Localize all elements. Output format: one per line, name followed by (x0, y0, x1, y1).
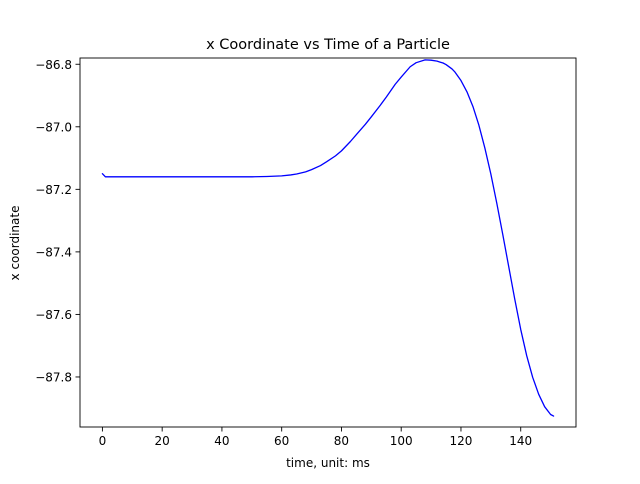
x-tick-label: 100 (390, 434, 413, 448)
y-tick-label: −87.4 (35, 245, 72, 259)
axes-frame (79, 57, 577, 428)
x-tick-label: 60 (274, 434, 289, 448)
x-axis-ticks: 0 20 40 60 80 100 120 140 (99, 427, 532, 448)
x-tick-label: 80 (334, 434, 349, 448)
x-tick-label: 140 (509, 434, 532, 448)
series-lines (101, 59, 555, 417)
y-tick-label: −87.2 (35, 183, 72, 197)
y-tick-label: −87.0 (35, 120, 72, 134)
y-axis-ticks: −86.8 −87.0 −87.2 −87.4 −87.6 −87.8 (35, 58, 80, 384)
y-tick-label: −87.8 (35, 370, 72, 384)
y-tick-label: −87.6 (35, 308, 72, 322)
x-axis-label: time, unit: ms (286, 456, 370, 470)
x-tick-label: 0 (99, 434, 107, 448)
series-line-0 (101, 59, 555, 417)
y-tick-label: −86.8 (35, 58, 72, 72)
chart-title: x Coordinate vs Time of a Particle (206, 37, 450, 53)
plot-area (79, 57, 577, 428)
x-tick-label: 40 (214, 434, 229, 448)
x-tick-label: 20 (155, 434, 170, 448)
x-tick-label: 120 (450, 434, 473, 448)
y-axis-label: x coordinate (8, 206, 22, 281)
